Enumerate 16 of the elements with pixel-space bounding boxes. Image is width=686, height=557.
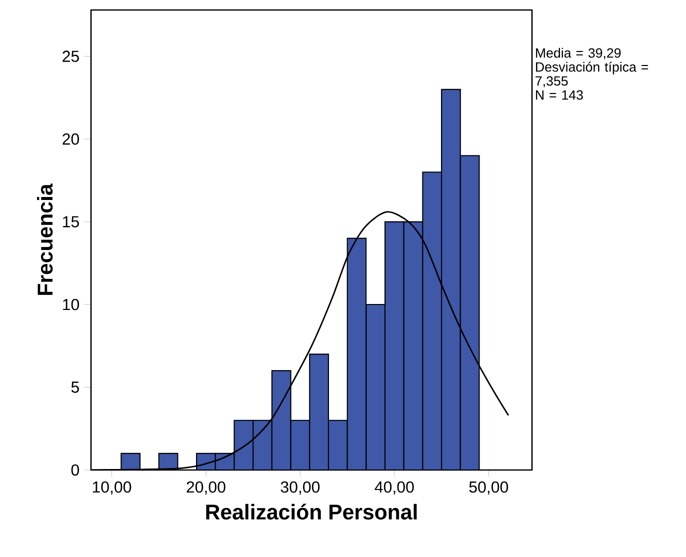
y-tick-label: 15 bbox=[63, 216, 79, 228]
text: Media = 39,29 bbox=[536, 48, 621, 60]
y-tick-label: 20 bbox=[62, 133, 80, 145]
x-tick-label: 50,00 bbox=[469, 481, 508, 495]
y-tick-label: 25 bbox=[62, 50, 79, 62]
y-axis-title: Frecuencia bbox=[37, 184, 53, 295]
x-tick-label: 20,00 bbox=[186, 481, 226, 495]
x-tick-label: 30,00 bbox=[280, 481, 320, 495]
y-tick-label: 0 bbox=[71, 464, 80, 476]
text: Desviación típica = 7,355 bbox=[536, 62, 648, 88]
x-tick-label: 10,00 bbox=[92, 481, 132, 495]
text: N = 143 bbox=[536, 90, 583, 100]
x-axis-title: Realización Personal bbox=[206, 504, 417, 520]
y-tick-label: 10 bbox=[63, 298, 80, 310]
y-tick-label: 5 bbox=[71, 382, 79, 393]
x-tick-label: 40,00 bbox=[374, 481, 414, 495]
